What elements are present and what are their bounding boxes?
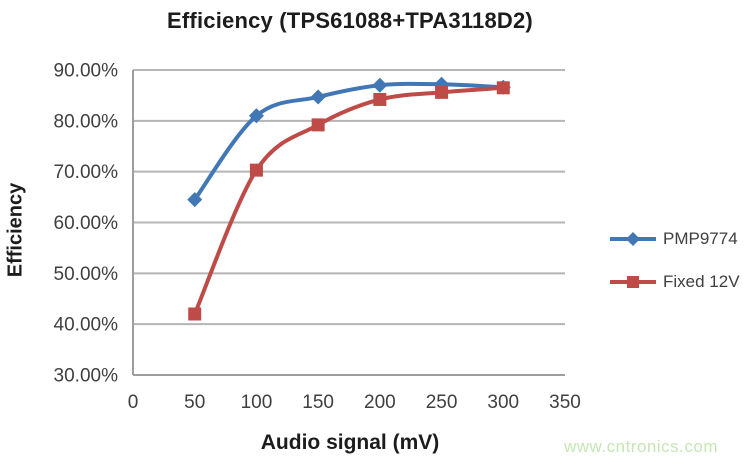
- y-tick-label: 30.00%: [54, 366, 119, 387]
- x-tick-label: 50: [184, 392, 205, 413]
- y-tick-label: 50.00%: [54, 264, 119, 285]
- series-line-pmp9774: [192, 81, 506, 202]
- x-tick-label: 150: [302, 392, 334, 413]
- x-tick-label: 0: [128, 392, 139, 413]
- y-tick-label: 40.00%: [54, 315, 119, 336]
- y-tick-label: 80.00%: [54, 111, 119, 132]
- legend: PMP9774 Fixed 12V: [609, 228, 740, 293]
- y-tick-label: 60.00%: [54, 213, 119, 234]
- data-point-fixed-12v-100mv: [249, 163, 263, 177]
- x-tick-label: 100: [241, 392, 273, 413]
- x-tick-label: 250: [426, 392, 458, 413]
- chart-title: Efficiency (TPS61088+TPA3118D2): [167, 8, 533, 33]
- red-line-square-marker-icon: [610, 276, 656, 288]
- legend-label-pmp9774: PMP9774: [663, 229, 738, 248]
- legend-item-fixed-12v: Fixed 12V: [609, 271, 740, 293]
- x-tick-label: 350: [549, 392, 581, 413]
- watermark: www.cntronics.com: [564, 437, 718, 456]
- data-point-pmp9774-50mv: [187, 192, 203, 208]
- x-tick-label: 300: [487, 392, 519, 413]
- data-point-pmp9774-150mv: [310, 89, 326, 105]
- y-tick-label: 70.00%: [54, 162, 119, 183]
- data-point-fixed-12v-150mv: [311, 118, 325, 132]
- data-point-pmp9774-200mv: [372, 77, 388, 93]
- data-point-fixed-12v-300mv: [496, 81, 510, 95]
- legend-label-fixed-12v: Fixed 12V: [663, 272, 740, 291]
- legend-item-pmp9774: PMP9774: [609, 228, 740, 250]
- data-point-fixed-12v-250mv: [435, 85, 449, 99]
- data-point-pmp9774-100mv: [248, 108, 264, 124]
- y-tick-label: 90.00%: [54, 61, 119, 82]
- x-tick-label: 200: [364, 392, 396, 413]
- x-axis-title: Audio signal (mV): [260, 431, 440, 454]
- data-point-fixed-12v-200mv: [373, 92, 387, 106]
- data-point-fixed-12v-50mv: [188, 307, 202, 321]
- blue-line-diamond-marker-icon: [610, 232, 656, 246]
